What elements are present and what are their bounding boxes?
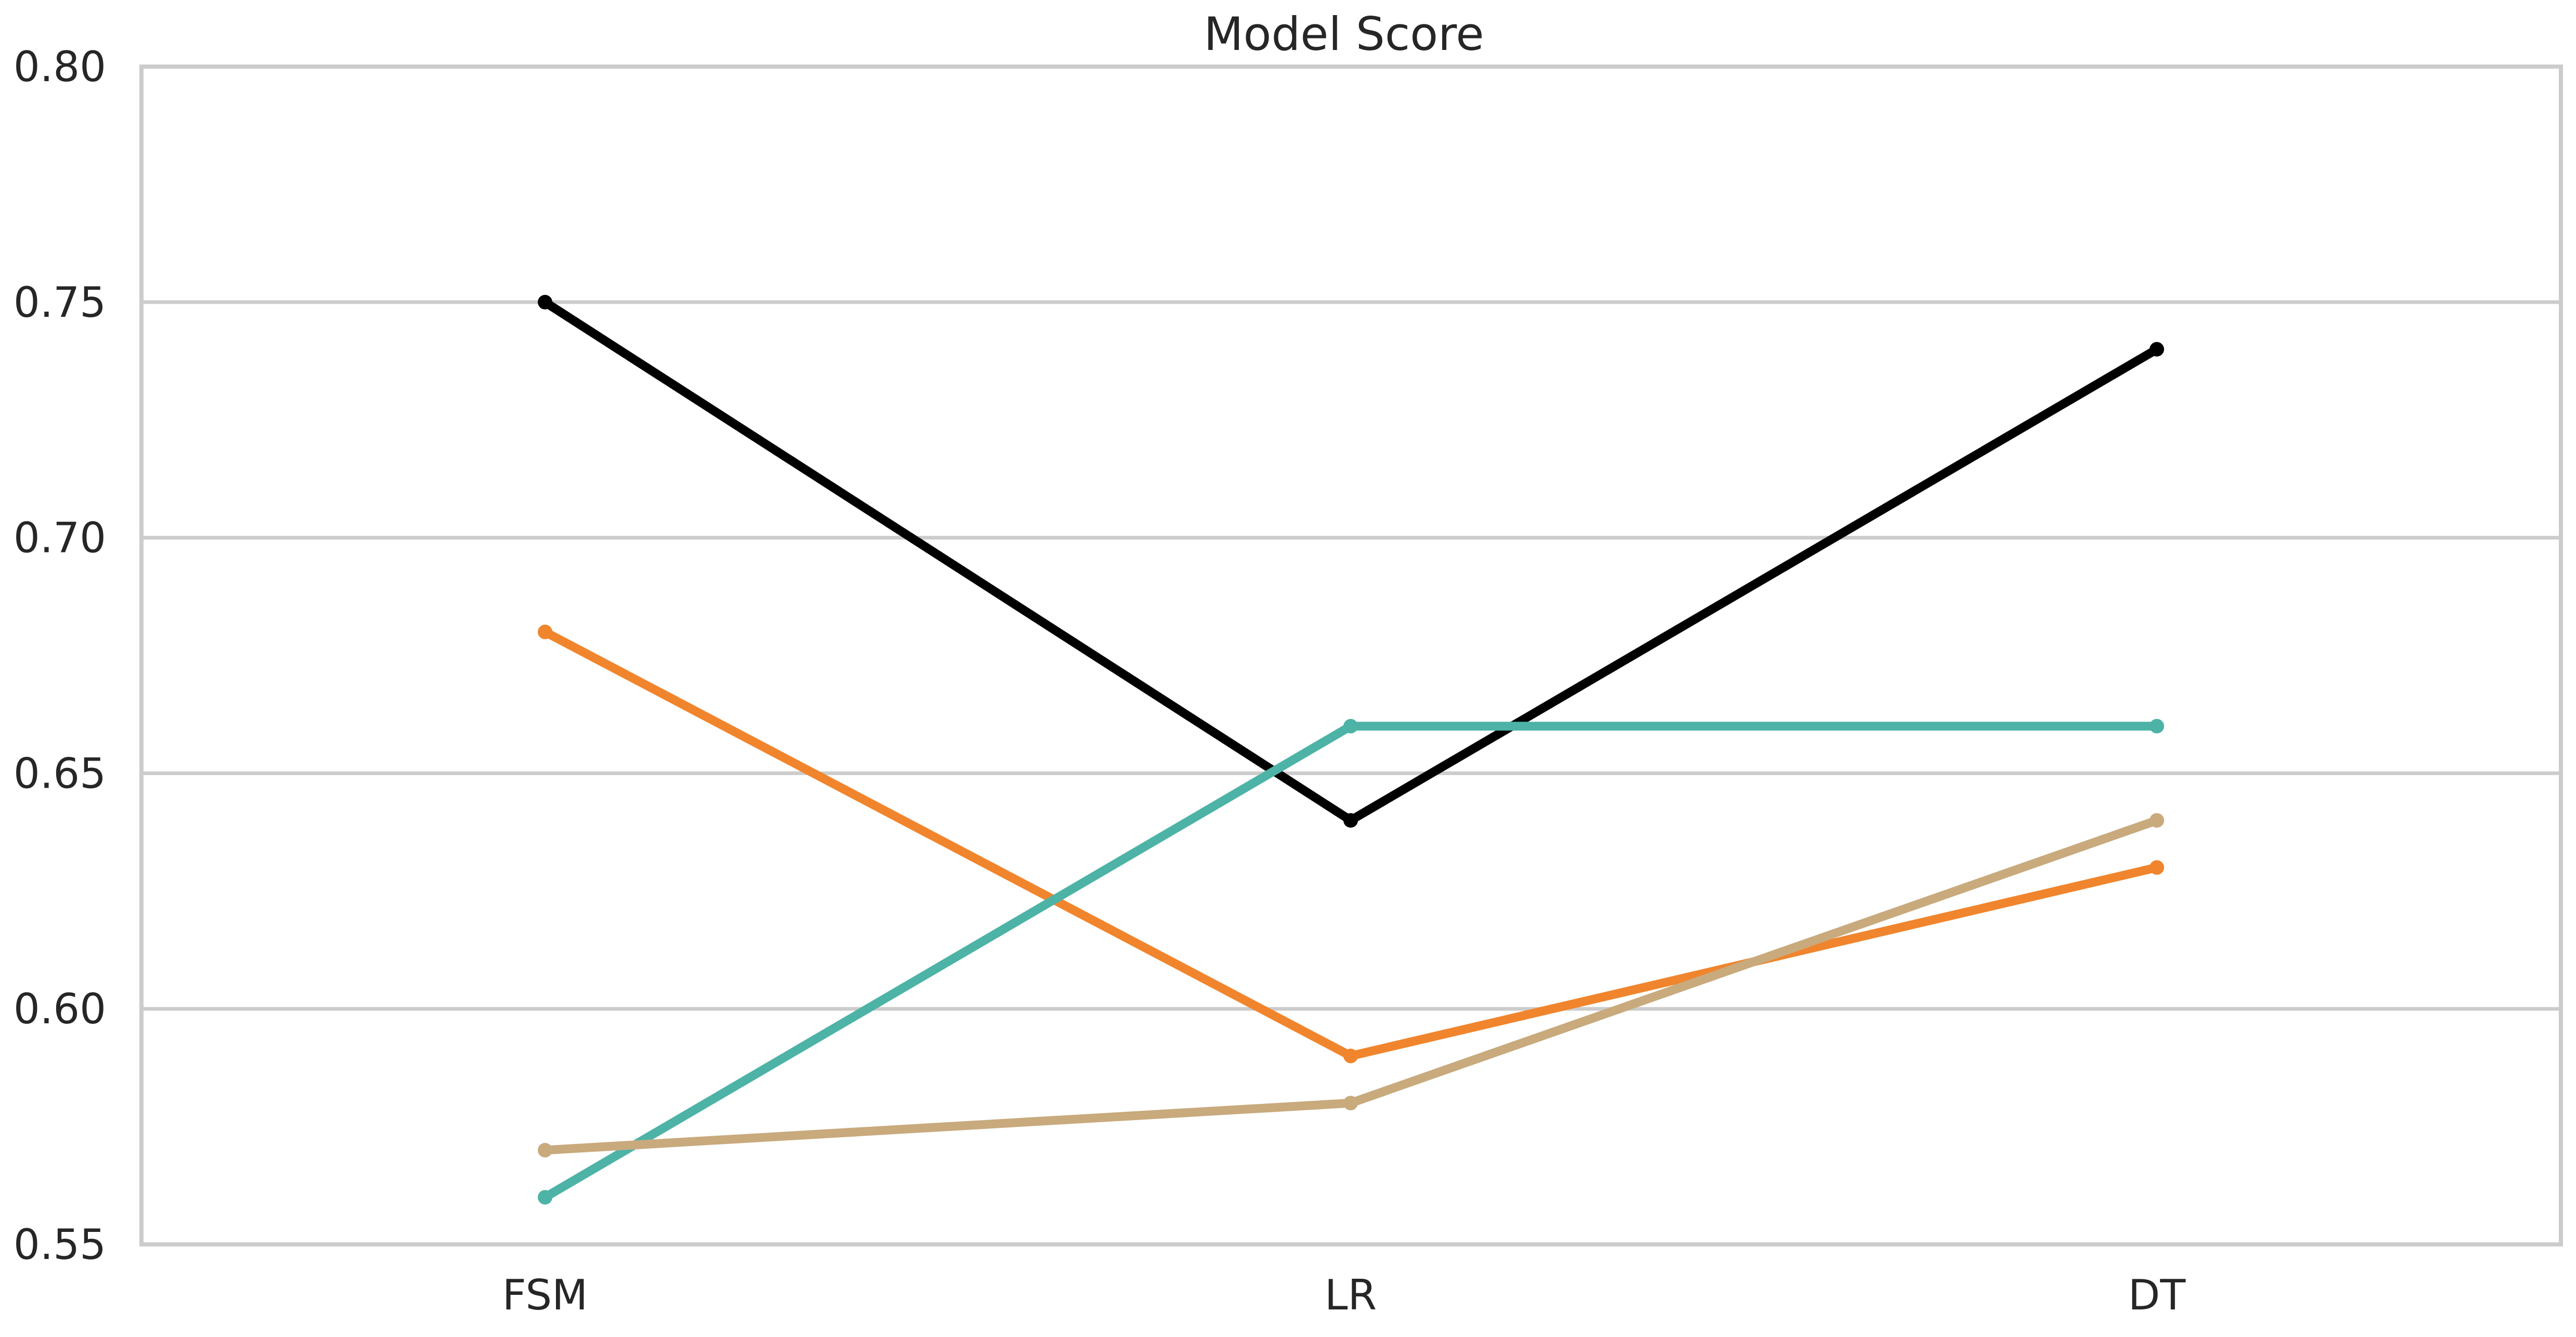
- y-tick-label: 0.65: [14, 749, 106, 798]
- series-group: [538, 294, 2164, 1205]
- data-point: [2150, 342, 2164, 357]
- grid-lines: [141, 65, 2561, 1246]
- y-tick-label: 0.55: [14, 1220, 106, 1269]
- series-line: [540, 722, 2161, 1202]
- y-tick-label: 0.75: [14, 278, 106, 327]
- series-4: [538, 813, 2164, 1158]
- data-point: [538, 1142, 552, 1158]
- data-point: [1343, 813, 1358, 828]
- data-point: [2150, 718, 2164, 734]
- data-point: [1343, 718, 1358, 734]
- data-point: [1343, 1048, 1358, 1063]
- series-3: [538, 718, 2164, 1205]
- y-tick-label: 0.70: [14, 514, 106, 562]
- data-point: [1343, 1096, 1358, 1111]
- x-tick-label: LR: [1325, 1271, 1377, 1319]
- chart-title: Model Score: [1204, 7, 1484, 61]
- x-tick-label: DT: [2128, 1271, 2186, 1319]
- plot-frame: [139, 65, 2563, 1246]
- data-point: [538, 294, 552, 310]
- y-tick-label: 0.60: [14, 985, 106, 1033]
- x-axis-tick-labels: FSM LR DT: [502, 1271, 2186, 1319]
- data-point: [2150, 860, 2164, 875]
- data-point: [538, 1190, 552, 1205]
- y-tick-label: 0.80: [14, 43, 106, 91]
- series-2: [538, 624, 2164, 1063]
- series-line: [540, 627, 2161, 1061]
- x-tick-label: FSM: [502, 1271, 588, 1319]
- data-point: [2150, 813, 2164, 828]
- series-1: [538, 294, 2164, 828]
- series-line: [540, 298, 2161, 825]
- data-point: [538, 624, 552, 639]
- y-axis-tick-labels: 0.55 0.60 0.65 0.70 0.75 0.80: [14, 43, 106, 1269]
